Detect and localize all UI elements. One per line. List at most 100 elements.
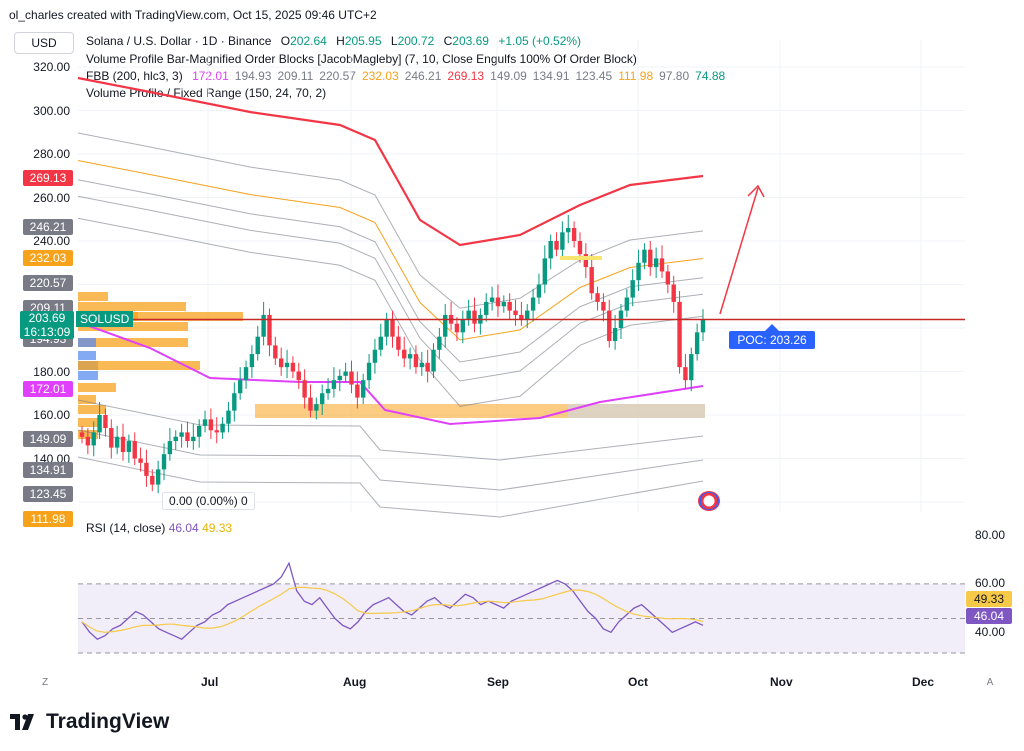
band-price-tag: 269.13 bbox=[23, 169, 73, 186]
fbb-value: 123.45 bbox=[575, 69, 613, 83]
candle-body bbox=[191, 436, 196, 442]
candle-body bbox=[185, 432, 190, 442]
volume-profile-bar bbox=[78, 351, 96, 360]
rsi-ma-tag: 49.33 bbox=[966, 591, 1012, 607]
candle-body bbox=[571, 227, 577, 241]
measure-readout: 0.00 (0.00%) 0 bbox=[162, 492, 255, 510]
candle-body bbox=[384, 319, 389, 337]
candle-body bbox=[378, 336, 383, 350]
candle-body bbox=[683, 367, 688, 381]
price-chart[interactable] bbox=[0, 0, 1024, 520]
candle-body bbox=[249, 354, 255, 368]
volume-profile-bar bbox=[78, 383, 116, 392]
fbb-value: 149.09 bbox=[490, 69, 527, 83]
candle-body bbox=[214, 430, 219, 433]
ohlc-high: H205.95 bbox=[336, 34, 382, 48]
rsi-axis-40: 40.00 bbox=[975, 625, 1006, 639]
candle-body bbox=[91, 432, 96, 446]
y-axis-label: 320.00 bbox=[33, 60, 70, 74]
candle-body bbox=[653, 258, 659, 268]
ohlc-change: +1.05 (+0.52%) bbox=[498, 34, 582, 48]
y-axis-label: 300.00 bbox=[33, 103, 70, 118]
candle-body bbox=[144, 462, 149, 476]
x-label-oct: Oct bbox=[628, 675, 649, 689]
candle-body bbox=[700, 319, 706, 333]
candle-body bbox=[278, 358, 284, 368]
rsi-axis-80: 80.00 bbox=[975, 528, 1006, 542]
candle-body bbox=[132, 441, 137, 459]
flag-icon[interactable] bbox=[698, 491, 720, 511]
candle-body bbox=[671, 284, 676, 302]
candle-body bbox=[331, 380, 337, 389]
candle-body bbox=[226, 410, 231, 424]
rsi-value: 46.04 bbox=[168, 521, 199, 535]
candle-body bbox=[167, 441, 173, 455]
candle-body bbox=[314, 404, 319, 411]
zoom-button[interactable]: Z bbox=[41, 677, 49, 688]
symbol-legend[interactable]: Solana / U.S. Dollar · 1D · Binance O202… bbox=[86, 34, 587, 48]
candle-body bbox=[437, 336, 442, 350]
band-price-tag: 111.98 bbox=[23, 511, 73, 528]
y-axis-label: 160.00 bbox=[33, 408, 70, 422]
x-label-dec: Dec bbox=[912, 675, 935, 689]
candle-body bbox=[290, 362, 296, 372]
candle-body bbox=[507, 301, 512, 311]
candle-body bbox=[413, 354, 419, 368]
candle-body bbox=[150, 475, 155, 485]
candle-body bbox=[319, 393, 325, 405]
x-label-nov: Nov bbox=[770, 675, 793, 689]
candle-body bbox=[308, 397, 313, 411]
fbb-value: 74.88 bbox=[695, 69, 726, 83]
rsi-legend[interactable]: RSI (14, close) 46.04 49.33 bbox=[86, 521, 232, 535]
fbb-value: 97.80 bbox=[659, 69, 690, 83]
candle-body bbox=[583, 254, 589, 268]
author-line: ol_charles created with TradingView.com,… bbox=[9, 8, 377, 22]
fbb-lower-2 bbox=[77, 429, 704, 491]
indicator-vp-fixed[interactable]: Volume Profile / Fixed Range (150, 24, 7… bbox=[86, 86, 327, 100]
indicator-fbb[interactable]: FBB (200, hlc3, 3) 172.01 194.93 209.11 220… bbox=[86, 69, 737, 83]
band-price-tag: 123.45 bbox=[23, 486, 73, 503]
candle-body bbox=[484, 301, 489, 315]
y-axis-label: 260.00 bbox=[33, 190, 70, 205]
poc-label[interactable]: POC: 203.26 bbox=[729, 331, 815, 349]
candle-body bbox=[694, 332, 700, 355]
candle-body bbox=[273, 345, 278, 359]
auto-scale-button[interactable]: A bbox=[986, 677, 994, 688]
candle-body bbox=[460, 319, 466, 333]
rsi-axis-60: 60.00 bbox=[975, 576, 1006, 590]
candle-body bbox=[513, 310, 518, 315]
fbb-upper-2 bbox=[77, 195, 704, 382]
volume-profile-bar bbox=[78, 338, 96, 347]
candle-body bbox=[97, 415, 102, 433]
volume-profile-bar bbox=[78, 395, 96, 404]
candle-body bbox=[548, 241, 553, 259]
candle-body bbox=[419, 362, 424, 368]
candle-body bbox=[261, 314, 266, 337]
candle-body bbox=[155, 469, 161, 485]
candle-body bbox=[237, 380, 243, 394]
order-block-zone bbox=[568, 404, 705, 418]
volume-profile-bar bbox=[78, 361, 200, 370]
candle-body bbox=[361, 380, 366, 398]
candle-body bbox=[665, 271, 671, 285]
band-price-tag: 149.09 bbox=[23, 430, 73, 447]
candle-body bbox=[659, 258, 665, 272]
rsi-pane[interactable] bbox=[0, 520, 1024, 690]
currency-selector[interactable]: USD bbox=[14, 32, 74, 54]
indicator-vp-bar[interactable]: Volume Profile Bar-Magnified Order Block… bbox=[86, 52, 637, 66]
fbb-lower-3 bbox=[77, 456, 704, 518]
candle-body bbox=[325, 388, 331, 394]
candle-body bbox=[501, 301, 507, 307]
fbb-value: 194.93 bbox=[234, 69, 272, 83]
candle-body bbox=[630, 280, 635, 298]
fbb-value: 269.13 bbox=[447, 69, 485, 83]
candle-body bbox=[161, 454, 167, 470]
fbb-upper-4 bbox=[77, 160, 704, 341]
candle-body bbox=[431, 349, 436, 372]
candle-body bbox=[495, 297, 501, 307]
rsi-value-tag: 46.04 bbox=[966, 608, 1012, 624]
fbb-value: 220.57 bbox=[319, 69, 356, 83]
volume-profile-bar bbox=[78, 312, 243, 321]
tradingview-logo-icon bbox=[10, 714, 34, 730]
band-price-tag: 134.91 bbox=[23, 461, 73, 478]
